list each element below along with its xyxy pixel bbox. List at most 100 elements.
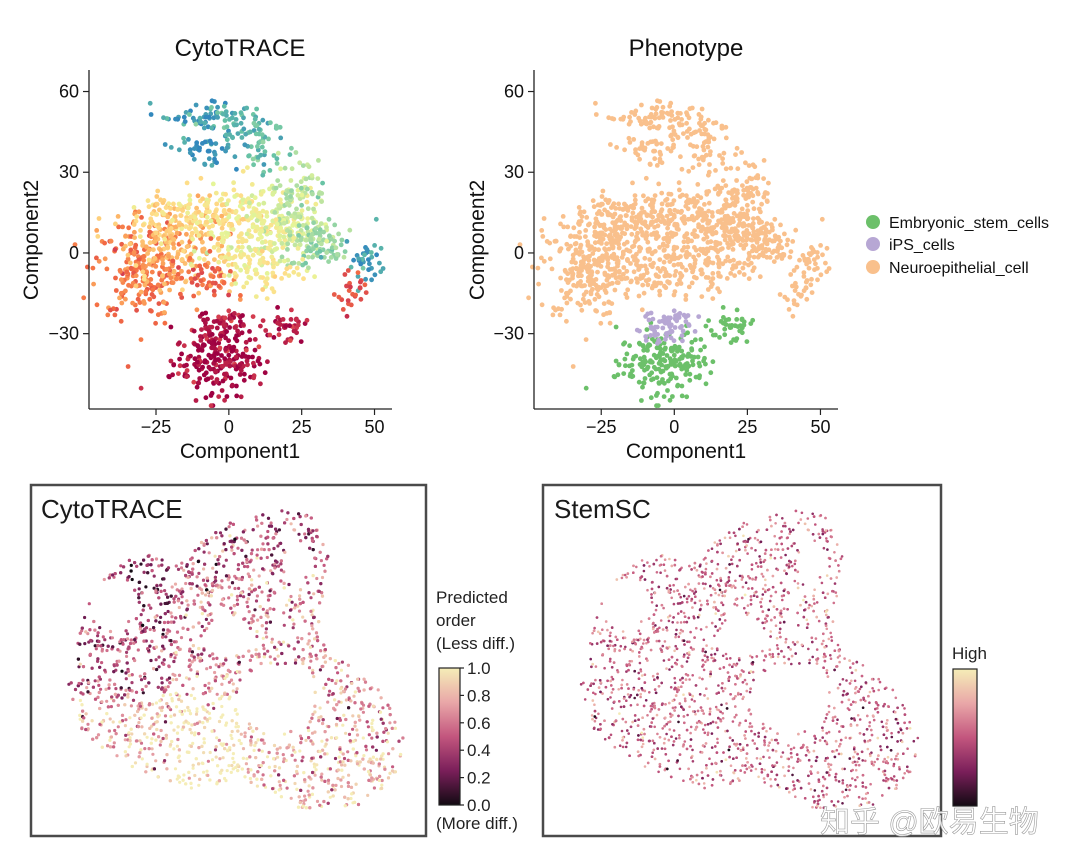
data-point [727, 258, 733, 264]
data-point [289, 729, 293, 734]
data-point [227, 680, 231, 684]
data-point [372, 272, 378, 278]
data-point [226, 273, 232, 278]
data-point [631, 137, 637, 142]
data-point [809, 290, 815, 295]
data-point [813, 261, 818, 267]
data-point [191, 741, 195, 746]
data-point [806, 265, 812, 271]
data-point [576, 205, 582, 210]
data-point [684, 394, 690, 400]
data-point [247, 610, 251, 614]
data-point [253, 228, 259, 234]
data-point [628, 224, 634, 230]
data-point [668, 118, 673, 123]
data-point [692, 329, 698, 334]
data-point [194, 384, 200, 390]
data-point [203, 395, 209, 401]
data-point [238, 368, 244, 373]
data-point [777, 292, 783, 297]
data-point [263, 328, 269, 333]
data-point [166, 685, 170, 689]
data-point [154, 658, 158, 662]
data-point [299, 202, 304, 208]
data-point [307, 666, 312, 670]
data-point [657, 245, 662, 250]
data-point [632, 255, 638, 261]
data-point [134, 214, 140, 220]
data-point [234, 383, 239, 389]
data-point [152, 239, 158, 245]
data-point [573, 265, 579, 271]
data-point [173, 116, 178, 122]
data-point [346, 288, 352, 293]
data-point [120, 719, 125, 723]
data-point [245, 362, 250, 368]
data-point [135, 739, 139, 743]
data-point [179, 226, 185, 232]
data-point [561, 224, 567, 230]
data-point [698, 228, 704, 234]
data-point [613, 227, 618, 233]
data-point [115, 214, 121, 219]
data-point [91, 281, 96, 287]
data-point [656, 280, 661, 286]
data-point [348, 284, 353, 290]
data-point [658, 369, 664, 374]
data-point [360, 265, 366, 271]
data-point [238, 678, 242, 682]
data-point [148, 627, 152, 632]
data-point [215, 357, 221, 362]
data-point [252, 614, 256, 618]
data-point [285, 241, 291, 247]
data-point [692, 245, 697, 250]
data-point [149, 269, 155, 275]
data-point [260, 275, 266, 280]
data-point [337, 755, 341, 759]
data-point [233, 274, 238, 280]
data-point [667, 397, 673, 403]
data-point [269, 521, 273, 525]
data-point [264, 276, 270, 281]
data-point [558, 275, 563, 281]
data-point [288, 615, 292, 619]
data-point [223, 132, 229, 138]
data-point [231, 689, 235, 693]
data-point [133, 273, 139, 279]
data-point [693, 337, 698, 343]
data-point [238, 110, 244, 116]
data-point [194, 140, 200, 146]
data-point [278, 166, 283, 172]
data-point [541, 258, 547, 264]
data-point [652, 193, 658, 199]
data-point [738, 242, 744, 248]
data-point [289, 166, 295, 172]
data-point [723, 233, 728, 239]
data-point [661, 248, 667, 253]
data-point [182, 140, 188, 145]
data-point [569, 269, 575, 275]
data-point [224, 137, 230, 143]
data-point [90, 265, 96, 271]
data-point [166, 253, 172, 259]
data-point [265, 609, 269, 613]
data-point [818, 243, 823, 248]
data-point [666, 217, 671, 223]
data-point [209, 341, 215, 346]
data-point [667, 356, 673, 362]
data-point [639, 229, 645, 235]
data-point [377, 260, 382, 266]
data-point [194, 229, 199, 235]
data-point [224, 201, 230, 207]
x-tick-label: 0 [224, 417, 234, 437]
data-point [315, 763, 319, 767]
data-point [782, 294, 788, 300]
data-point [606, 115, 612, 121]
data-point [644, 267, 649, 272]
data-point [118, 269, 123, 274]
data-point [249, 182, 255, 187]
data-point [744, 179, 750, 185]
data-point [153, 230, 159, 236]
data-point [192, 214, 198, 220]
data-point [643, 119, 649, 125]
